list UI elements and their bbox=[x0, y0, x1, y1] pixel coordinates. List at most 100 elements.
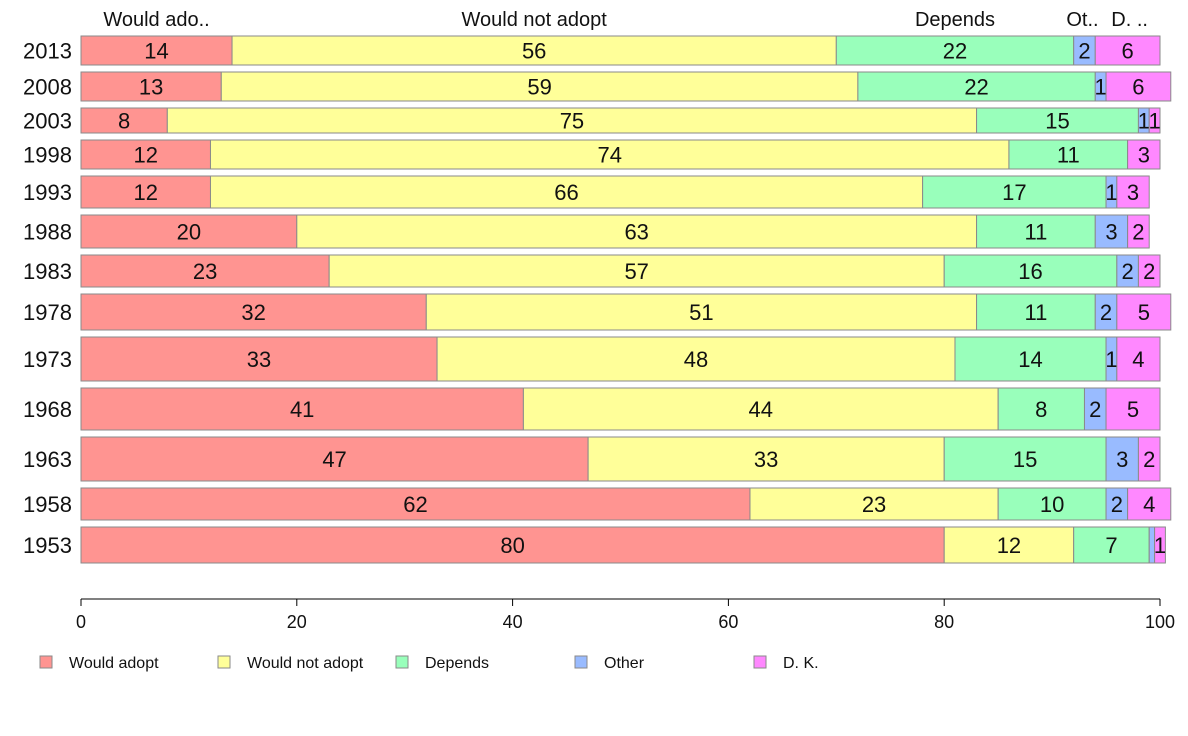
data-label-would-not-adopt-1963: 33 bbox=[754, 447, 778, 472]
data-label-would-adopt-1953: 80 bbox=[500, 533, 524, 558]
bar-would-not-adopt-1958 bbox=[749, 487, 999, 521]
bar-d-k-1988 bbox=[1127, 214, 1150, 249]
bar-depends-1983 bbox=[943, 254, 1118, 288]
data-label-d-k-2013: 6 bbox=[1122, 39, 1134, 64]
bar-would-adopt-1958 bbox=[80, 487, 751, 521]
bar-d-k-1958 bbox=[1127, 487, 1172, 521]
category-label-1973: 1973 bbox=[23, 347, 72, 372]
x-axis: 0 20 40 60 80 100 bbox=[76, 598, 1175, 632]
data-label-would-not-adopt-1973: 48 bbox=[684, 347, 708, 372]
data-label-would-not-adopt-2013: 56 bbox=[522, 39, 546, 64]
legend-swatch-depends bbox=[395, 655, 409, 669]
bar-would-not-adopt-2003 bbox=[166, 107, 978, 134]
category-label-1983: 1983 bbox=[23, 259, 72, 284]
legend-label-would-not-adopt: Would not adopt bbox=[247, 655, 364, 672]
data-label-would-not-adopt-1998: 74 bbox=[597, 143, 621, 168]
legend-label-depends: Depends bbox=[425, 655, 489, 672]
data-label-would-not-adopt-1993: 66 bbox=[554, 180, 578, 205]
category-label-1958: 1958 bbox=[23, 492, 72, 517]
data-label-would-adopt-1978: 32 bbox=[241, 300, 265, 325]
data-label-would-adopt-1988: 20 bbox=[177, 220, 201, 245]
data-label-other-2013: 2 bbox=[1078, 39, 1090, 64]
category-label-2013: 2013 bbox=[23, 39, 72, 64]
category-label-1953: 1953 bbox=[23, 533, 72, 558]
data-label-other-1978: 2 bbox=[1100, 300, 1112, 325]
data-label-would-not-adopt-1983: 57 bbox=[624, 259, 648, 284]
data-label-d-k-1973: 4 bbox=[1132, 347, 1144, 372]
bar-depends-2013 bbox=[835, 35, 1075, 66]
bar-would-not-adopt-2013 bbox=[231, 35, 837, 66]
data-label-depends-1958: 10 bbox=[1040, 492, 1064, 517]
data-label-would-not-adopt-2008: 59 bbox=[527, 75, 551, 100]
data-label-would-adopt-1993: 12 bbox=[133, 180, 157, 205]
category-label-2008: 2008 bbox=[23, 75, 72, 100]
data-label-would-not-adopt-1958: 23 bbox=[862, 492, 886, 517]
data-label-would-adopt-2013: 14 bbox=[144, 39, 168, 64]
data-label-other-1988: 3 bbox=[1105, 220, 1117, 245]
column-header-would-not-adopt: Would not adopt bbox=[462, 9, 608, 31]
bar-would-not-adopt-1993 bbox=[209, 175, 924, 209]
bar-other-1963 bbox=[1105, 436, 1139, 482]
data-label-depends-1953: 7 bbox=[1105, 533, 1117, 558]
data-label-other-1973: 1 bbox=[1105, 347, 1117, 372]
data-label-d-k-1983: 2 bbox=[1143, 259, 1155, 284]
x-tick-label-0: 0 bbox=[76, 612, 86, 632]
data-label-d-k-1963: 2 bbox=[1143, 447, 1155, 472]
category-label-1978: 1978 bbox=[23, 300, 72, 325]
x-tick-label-60: 60 bbox=[718, 612, 738, 632]
column-headers: Would ado.. Would not adopt Depends Ot.. D. … bbox=[103, 9, 1148, 31]
data-label-depends-1993: 17 bbox=[1002, 180, 1026, 205]
bar-depends-1953 bbox=[1073, 526, 1150, 564]
legend-label-other: Other bbox=[604, 655, 645, 672]
data-label-depends-2013: 22 bbox=[943, 39, 967, 64]
data-label-d-k-2003: 1 bbox=[1148, 109, 1160, 134]
data-label-d-k-1993: 3 bbox=[1127, 180, 1139, 205]
bar-depends-1968 bbox=[997, 387, 1085, 431]
legend-swatch-would-not-adopt bbox=[217, 655, 231, 669]
legend: Would adopt Would not adopt Depends Other D.… bbox=[39, 655, 819, 672]
data-label-depends-1978: 11 bbox=[1024, 300, 1047, 325]
data-label-other-2008: 1 bbox=[1095, 75, 1107, 100]
bar-other-1988 bbox=[1094, 214, 1129, 249]
data-label-d-k-1953: 1 bbox=[1154, 533, 1166, 558]
bar-d-k-1968 bbox=[1105, 387, 1161, 431]
bar-d-k-2008 bbox=[1105, 71, 1172, 102]
x-tick-label-100: 100 bbox=[1145, 612, 1175, 632]
category-label-1968: 1968 bbox=[23, 397, 72, 422]
data-label-would-not-adopt-1968: 44 bbox=[749, 397, 773, 422]
data-label-would-adopt-1998: 12 bbox=[133, 143, 157, 168]
bar-d-k-1963 bbox=[1137, 436, 1161, 482]
data-label-d-k-1958: 4 bbox=[1143, 492, 1155, 517]
data-label-depends-1968: 8 bbox=[1035, 397, 1047, 422]
bar-d-k-1993 bbox=[1116, 175, 1150, 209]
data-label-other-1983: 2 bbox=[1122, 259, 1134, 284]
category-label-1963: 1963 bbox=[23, 447, 72, 472]
bar-d-k-2003 bbox=[1148, 107, 1161, 134]
bar-would-adopt-1983 bbox=[80, 254, 330, 288]
data-label-other-1968: 2 bbox=[1089, 397, 1101, 422]
data-label-would-adopt-1983: 23 bbox=[193, 259, 217, 284]
category-labels: 2013 2008 2003 1998 1993 1988 1983 1978 1973 1968… bbox=[23, 39, 72, 559]
bar-depends-1998 bbox=[1008, 139, 1129, 170]
bar-d-k-1978 bbox=[1116, 293, 1172, 331]
data-label-would-adopt-1968: 41 bbox=[290, 397, 314, 422]
bar-would-adopt-1968 bbox=[80, 387, 524, 431]
bar-depends-2003 bbox=[976, 107, 1139, 134]
column-header-depends: Depends bbox=[915, 9, 995, 31]
bar-would-adopt-1998 bbox=[80, 139, 211, 170]
column-header-d-k: D. .. bbox=[1111, 9, 1148, 31]
data-label-would-adopt-2008: 13 bbox=[139, 75, 163, 100]
bar-would-adopt-2013 bbox=[80, 35, 233, 66]
legend-label-would-adopt: Would adopt bbox=[69, 655, 159, 672]
bar-would-adopt-1973 bbox=[80, 336, 438, 382]
column-header-other: Ot.. bbox=[1066, 9, 1098, 31]
data-label-d-k-2008: 6 bbox=[1132, 75, 1144, 100]
data-label-would-adopt-1963: 47 bbox=[322, 447, 346, 472]
x-tick-label-20: 20 bbox=[287, 612, 307, 632]
bar-would-adopt-1963 bbox=[80, 436, 589, 482]
data-label-depends-2008: 22 bbox=[964, 75, 988, 100]
bar-would-adopt-1978 bbox=[80, 293, 427, 331]
bar-depends-1958 bbox=[997, 487, 1107, 521]
data-label-other-2003: 1 bbox=[1138, 109, 1150, 134]
